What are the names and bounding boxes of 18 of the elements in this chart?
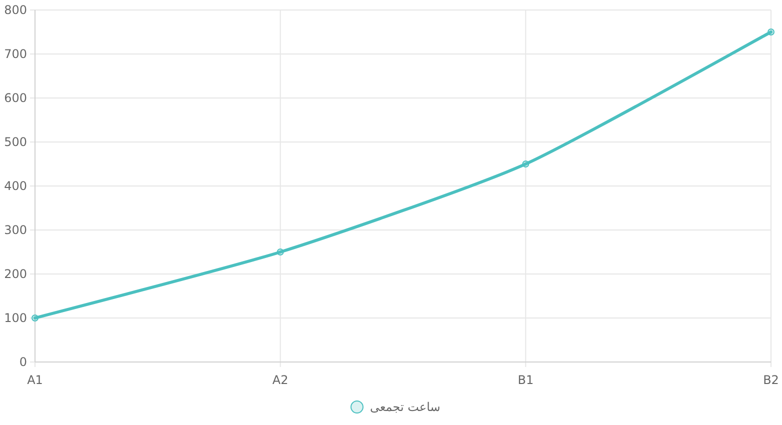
- legend: ساعت تجمعی: [350, 400, 440, 414]
- point: [522, 160, 530, 168]
- x-tick-label: A1: [27, 373, 43, 387]
- point: [276, 248, 284, 256]
- legend-label: ساعت تجمعی: [370, 400, 440, 414]
- y-tick-label: 500: [4, 135, 27, 149]
- y-tick-label: 200: [4, 267, 27, 281]
- y-tick-label: 0: [19, 355, 27, 369]
- x-tick-label: A2: [272, 373, 288, 387]
- y-tick-label: 800: [4, 3, 27, 17]
- y-tick-label: 600: [4, 91, 27, 105]
- y-tick-label: 100: [4, 311, 27, 325]
- point: [768, 28, 774, 36]
- x-tick-label: B2: [763, 373, 779, 387]
- y-tick-label: 700: [4, 47, 27, 61]
- y-tick-label: 300: [4, 223, 27, 237]
- y-tick-label: 400: [4, 179, 27, 193]
- x-tick-label: B1: [518, 373, 534, 387]
